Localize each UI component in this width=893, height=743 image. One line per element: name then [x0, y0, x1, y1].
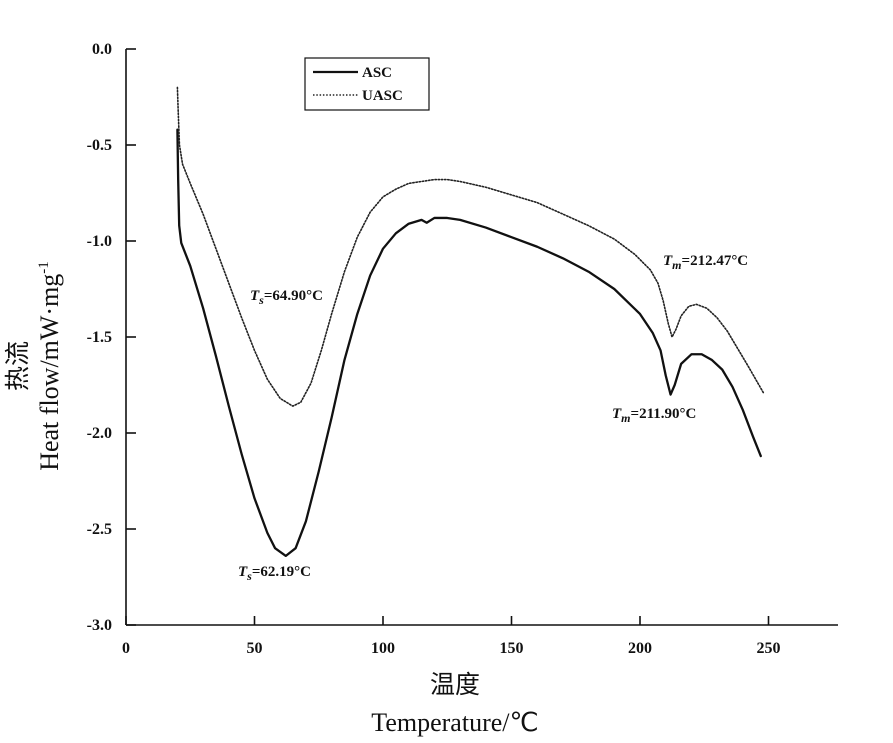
annotation-ts-uasc-value: =64.90°C: [264, 288, 323, 304]
x-axis-title-cn: 温度: [430, 670, 480, 699]
annotation-ts-asc-symbol: T: [238, 564, 248, 580]
y-axis-title-en-main: Heat flow/mW·mg: [35, 274, 64, 471]
annotation-tm-asc-sub: m: [621, 411, 630, 425]
y-tick-label: 0.0: [92, 41, 112, 58]
y-axis-title-en-sup: -1: [36, 261, 52, 274]
x-tick-label: 200: [628, 640, 652, 657]
annotation-tm-asc: Tm=211.90°C: [612, 406, 696, 425]
annotation-ts-asc-sub: s: [246, 569, 252, 583]
x-tick-label: 0: [122, 640, 130, 657]
annotation-ts-asc: Ts=62.19°C: [238, 564, 311, 583]
y-tick-label: -2.0: [87, 425, 112, 442]
legend: ASC UASC: [304, 57, 430, 111]
annotation-ts-asc-value: =62.19°C: [252, 564, 311, 580]
annotations: Ts=64.90°C Ts=62.19°C Tm=212.47°C Tm=211…: [238, 253, 748, 583]
y-axis-title-cn: 热流: [3, 341, 32, 391]
x-axis-title-en: Temperature/℃: [371, 708, 538, 737]
annotation-tm-uasc-sub: m: [672, 258, 681, 272]
y-tick-label: -1.5: [87, 329, 112, 346]
annotation-tm-asc-symbol: T: [612, 406, 622, 422]
series-layer: [176, 86, 765, 558]
series-line-uasc: [176, 86, 765, 407]
y-axis-title-en: Heat flow/mW·mg-1: [35, 261, 64, 471]
x-tick-label: 250: [757, 640, 781, 657]
legend-label-uasc: UASC: [362, 88, 403, 104]
annotation-ts-uasc-sub: s: [258, 293, 264, 307]
legend-box: [304, 57, 430, 111]
legend-label-asc: ASC: [362, 65, 392, 81]
annotation-ts-uasc-symbol: T: [250, 288, 260, 304]
annotation-tm-uasc-value: =212.47°C: [682, 253, 749, 269]
y-tick-label: -1.0: [87, 233, 112, 250]
x-tick-label: 150: [500, 640, 524, 657]
y-ticks: 0.0 -0.5 -1.0 -1.5 -2.0 -2.5 -3.0: [87, 41, 136, 634]
y-tick-label: -3.0: [87, 617, 112, 634]
series-line-asc: [176, 128, 762, 558]
y-axis-title-cn-group: 热流: [3, 341, 32, 391]
x-ticks: 0 50 100 150 200 250: [122, 616, 781, 657]
annotation-tm-asc-value: =211.90°C: [631, 406, 697, 422]
y-tick-label: -0.5: [87, 137, 112, 154]
annotation-ts-uasc: Ts=64.90°C: [250, 288, 323, 307]
x-tick-label: 50: [247, 640, 263, 657]
annotation-tm-uasc-symbol: T: [663, 253, 673, 269]
y-axis-title-en-group: Heat flow/mW·mg-1: [35, 261, 64, 471]
x-tick-label: 100: [371, 640, 395, 657]
y-tick-label: -2.5: [87, 521, 112, 538]
annotation-tm-uasc: Tm=212.47°C: [663, 253, 748, 272]
